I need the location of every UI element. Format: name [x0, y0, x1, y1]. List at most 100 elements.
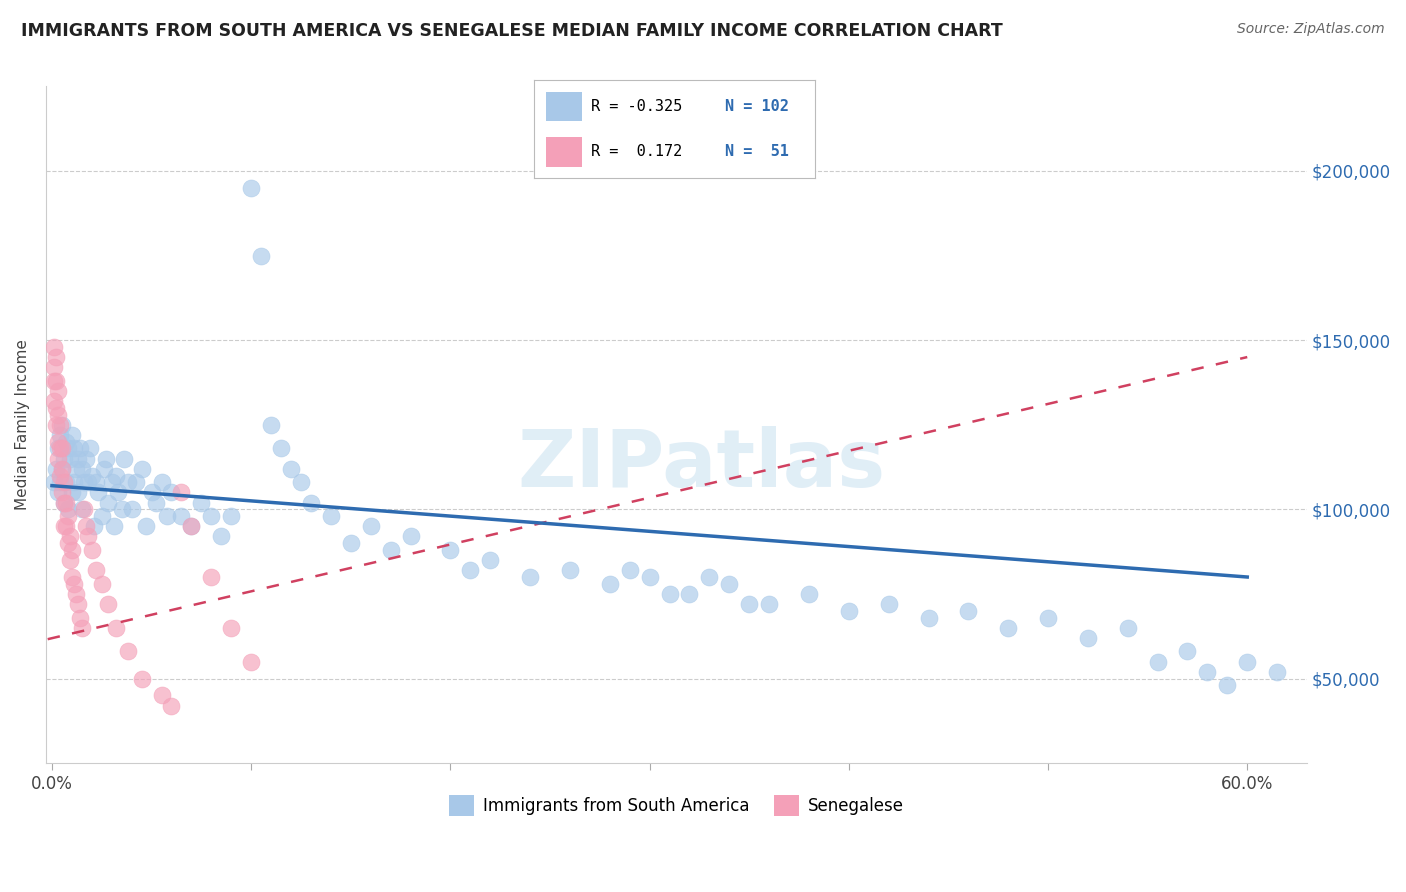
Point	[1197, 665, 1219, 679]
Point	[124, 475, 146, 490]
Text: IMMIGRANTS FROM SOUTH AMERICA VS SENEGALESE MEDIAN FAMILY INCOME CORRELATION CHA: IMMIGRANTS FROM SOUTH AMERICA VS SENEGAL…	[21, 22, 1002, 40]
Point	[73, 502, 96, 516]
Point	[59, 529, 82, 543]
Point	[66, 485, 89, 500]
Point	[59, 553, 82, 567]
Point	[97, 597, 120, 611]
Text: N =  51: N = 51	[725, 145, 789, 160]
Point	[458, 563, 481, 577]
Point	[51, 485, 73, 500]
Point	[180, 519, 202, 533]
Point	[180, 519, 202, 533]
Point	[52, 475, 75, 490]
Point	[100, 475, 122, 490]
Point	[240, 181, 263, 195]
Point	[73, 475, 96, 490]
Point	[90, 509, 112, 524]
Point	[219, 509, 242, 524]
Point	[49, 428, 72, 442]
Point	[135, 519, 157, 533]
Point	[299, 495, 322, 509]
Point	[160, 485, 183, 500]
Point	[104, 621, 127, 635]
Point	[280, 461, 302, 475]
Point	[60, 485, 83, 500]
Point	[84, 563, 107, 577]
Point	[270, 442, 292, 456]
Point	[121, 502, 143, 516]
Legend: Immigrants from South America, Senegalese: Immigrants from South America, Senegales…	[443, 789, 910, 822]
Text: Source: ZipAtlas.com: Source: ZipAtlas.com	[1237, 22, 1385, 37]
Point	[56, 536, 79, 550]
Point	[738, 597, 761, 611]
Point	[76, 529, 98, 543]
Point	[699, 570, 721, 584]
Point	[42, 475, 65, 490]
Point	[42, 360, 65, 375]
Point	[439, 543, 461, 558]
Point	[55, 495, 77, 509]
Point	[131, 461, 153, 475]
Point	[638, 570, 661, 584]
Point	[79, 442, 101, 456]
Point	[60, 570, 83, 584]
Point	[46, 408, 69, 422]
Point	[190, 495, 212, 509]
Point	[84, 475, 107, 490]
Point	[52, 451, 75, 466]
Point	[1216, 678, 1239, 692]
Point	[150, 475, 173, 490]
Y-axis label: Median Family Income: Median Family Income	[15, 339, 30, 510]
Point	[1146, 655, 1168, 669]
Point	[90, 576, 112, 591]
Point	[45, 401, 67, 415]
Point	[658, 587, 681, 601]
Point	[45, 417, 67, 432]
Point	[46, 451, 69, 466]
Point	[76, 475, 98, 490]
Bar	[546, 92, 582, 121]
Point	[93, 461, 115, 475]
Point	[75, 519, 97, 533]
Point	[49, 417, 72, 432]
Point	[131, 672, 153, 686]
Point	[170, 509, 193, 524]
Point	[758, 597, 780, 611]
Point	[51, 461, 73, 475]
Point	[380, 543, 402, 558]
Point	[250, 248, 273, 262]
Point	[360, 519, 382, 533]
Point	[52, 495, 75, 509]
Point	[69, 610, 91, 624]
Point	[51, 442, 73, 456]
Point	[319, 509, 342, 524]
Point	[1116, 621, 1139, 635]
Point	[59, 451, 82, 466]
Point	[55, 519, 77, 533]
Point	[52, 495, 75, 509]
Point	[52, 519, 75, 533]
Point	[80, 468, 103, 483]
Point	[70, 502, 93, 516]
Point	[1177, 644, 1199, 658]
Point	[479, 553, 502, 567]
Point	[63, 442, 86, 456]
Point	[55, 434, 77, 449]
Point	[117, 644, 139, 658]
Point	[83, 519, 105, 533]
Point	[63, 576, 86, 591]
Point	[219, 621, 242, 635]
Point	[66, 597, 89, 611]
Point	[260, 417, 283, 432]
Point	[1077, 631, 1099, 645]
Point	[1236, 655, 1258, 669]
Point	[290, 475, 312, 490]
Point	[56, 509, 79, 524]
Point	[107, 485, 129, 500]
Point	[160, 698, 183, 713]
Point	[51, 461, 73, 475]
Point	[877, 597, 900, 611]
Point	[519, 570, 541, 584]
Point	[51, 417, 73, 432]
Point	[1265, 665, 1288, 679]
